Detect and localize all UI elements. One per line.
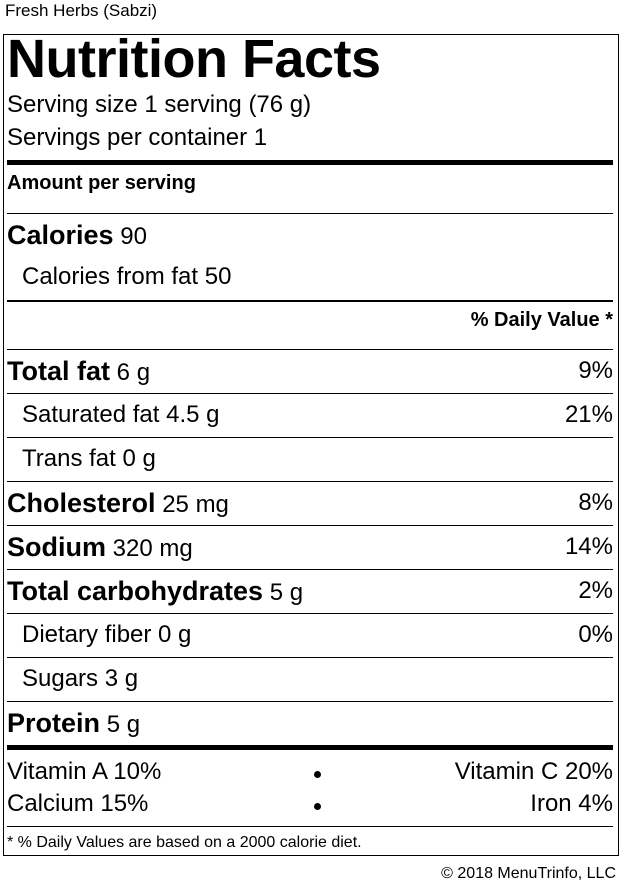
product-name: Fresh Herbs (Sabzi) [5, 1, 158, 20]
protein-amount: 5 g [106, 711, 141, 738]
calories-from-fat-row: Calories from fat 50 [7, 263, 613, 291]
sodium-dv: 14% [564, 533, 613, 560]
iron: Iron 4% [530, 790, 613, 817]
nutrition-label: Nutrition Facts Serving size 1 serving (… [3, 29, 619, 856]
divider [7, 745, 613, 750]
divider [7, 160, 613, 165]
vitamin-c: Vitamin C 20% [454, 758, 613, 785]
cholesterol-label: Cholesterol [7, 488, 156, 518]
amount-per-serving: Amount per serving [7, 172, 196, 194]
nutrient-row-sugars: Sugars 3 g [7, 665, 613, 693]
calories-from-fat: Calories from fat 50 [22, 263, 232, 290]
total-fat-dv: 9% [578, 357, 613, 384]
saturated-fat-dv: 21% [564, 401, 613, 428]
nutrient-row-dietary-fiber: Dietary fiber 0 g 0% [7, 621, 613, 649]
divider [7, 826, 613, 827]
divider [7, 393, 613, 394]
dietary-fiber-dv: 0% [578, 621, 613, 648]
label-title: Nutrition Facts [7, 29, 381, 89]
dietary-fiber-label: Dietary fiber 0 g [22, 621, 192, 648]
calories-row: Calories 90 [7, 221, 613, 251]
divider [7, 569, 613, 570]
serving-size: Serving size 1 serving (76 g) [7, 91, 312, 118]
footnote: * % Daily Values are based on a 2000 cal… [7, 834, 362, 851]
bullet-icon [314, 803, 321, 810]
trans-fat-label: Trans fat 0 g [22, 445, 156, 472]
calories-value: 90 [120, 223, 147, 250]
sodium-amount: 320 mg [112, 535, 193, 562]
divider [7, 657, 613, 658]
calcium: Calcium 15% [7, 790, 149, 817]
divider [7, 481, 613, 482]
saturated-fat-label: Saturated fat 4.5 g [22, 401, 220, 428]
divider [7, 525, 613, 526]
servings-per-container: Servings per container 1 [7, 124, 268, 151]
total-carbs-amount: 5 g [269, 579, 304, 606]
cholesterol-dv: 8% [578, 489, 613, 516]
total-fat-label: Total fat [7, 356, 110, 386]
total-carbs-label: Total carbohydrates [7, 576, 264, 606]
divider [7, 213, 613, 214]
divider [7, 300, 613, 302]
calories-label: Calories [7, 220, 114, 250]
copyright: © 2018 MenuTrinfo, LLC [441, 865, 616, 882]
vitamin-a: Vitamin A 10% [7, 758, 162, 785]
protein-label: Protein [7, 708, 101, 738]
divider [7, 701, 613, 702]
divider [7, 349, 613, 350]
total-fat-amount: 6 g [116, 359, 151, 386]
sodium-label: Sodium [7, 532, 106, 562]
nutrient-row-total-fat: Total fat 6 g 9% [7, 357, 613, 387]
nutrient-row-cholesterol: Cholesterol 25 mg 8% [7, 489, 613, 519]
nutrient-row-protein: Protein 5 g [7, 709, 613, 739]
nutrient-row-sodium: Sodium 320 mg 14% [7, 533, 613, 563]
nutrient-row-total-carbs: Total carbohydrates 5 g 2% [7, 577, 613, 607]
nutrient-row-saturated-fat: Saturated fat 4.5 g 21% [7, 401, 613, 429]
sugars-label: Sugars 3 g [22, 665, 139, 692]
cholesterol-amount: 25 mg [162, 491, 229, 518]
divider [7, 437, 613, 438]
divider [7, 613, 613, 614]
total-carbs-dv: 2% [578, 577, 613, 604]
bullet-icon [314, 771, 321, 778]
daily-value-header: % Daily Value * [470, 309, 613, 331]
nutrient-row-trans-fat: Trans fat 0 g [7, 445, 613, 473]
